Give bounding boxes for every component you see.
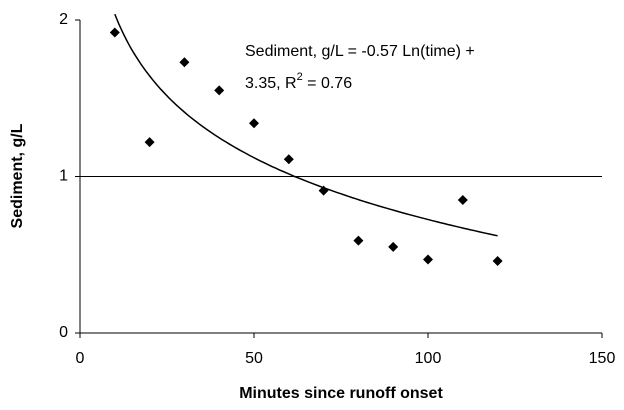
x-tick-label: 100 (415, 350, 442, 367)
trendline (114, 13, 498, 237)
x-tick-label: 150 (589, 350, 616, 367)
annotation-part: = 0.76 (303, 75, 352, 92)
point (214, 85, 225, 96)
annotation-superscript: 2 (297, 71, 303, 83)
point (388, 241, 399, 252)
annotation-part: 3.35, R (245, 75, 297, 92)
point (283, 154, 294, 165)
point (179, 57, 190, 68)
point (318, 185, 329, 196)
point (492, 256, 503, 267)
y-axis-title: Sediment, g/L (9, 123, 26, 228)
point (109, 27, 120, 38)
point (249, 118, 259, 129)
y-tick-label: 0 (59, 324, 68, 341)
x-tick-label: 50 (245, 350, 263, 367)
point (457, 194, 468, 205)
x-tick-label: 0 (76, 350, 85, 367)
y-tick-label: 2 (59, 11, 68, 28)
x-axis-title: Minutes since runoff onset (239, 385, 443, 402)
point (144, 137, 155, 148)
point (423, 254, 433, 265)
y-tick-label: 1 (59, 168, 68, 185)
annotation-line: Sediment, g/L = -0.57 Ln(time) + (245, 43, 475, 60)
point (353, 235, 364, 246)
annotation-line: 3.35, R2 = 0.76 (245, 71, 352, 92)
